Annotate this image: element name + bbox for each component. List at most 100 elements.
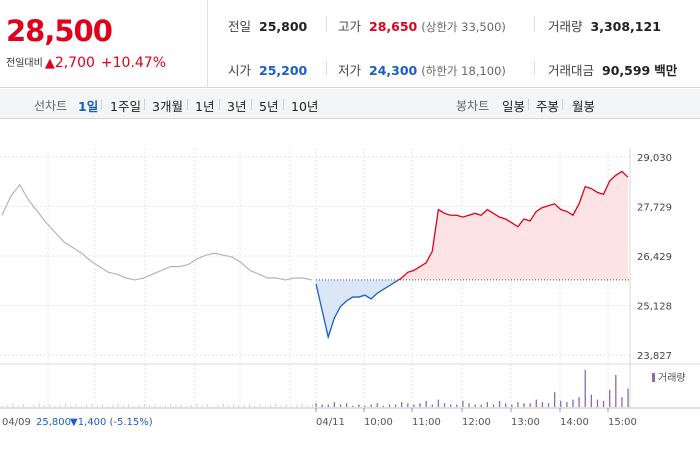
volume-bar [535, 399, 537, 407]
y-axis-ticks: 29,030 27,729 26,429 25,128 23,827 [637, 153, 672, 362]
volume-bar [370, 404, 372, 407]
price-chart: 29,030 27,729 26,429 25,128 23,827 04/11 10:0… [0, 120, 700, 450]
x-tick-label: 15:00 [608, 417, 637, 428]
x-axis-ticks: 04/11 10:00 11:00 12:00 13:00 14:00 15:00 [315, 408, 637, 428]
prev-volume-bar [96, 405, 98, 407]
period-10year[interactable]: 10년 [291, 99, 319, 114]
price-change: 전일대비 ▲2,700 +10.47% [6, 54, 166, 71]
prev-volume-bar [75, 404, 77, 407]
volume-bar [498, 400, 501, 407]
x-tick-label: 10:00 [364, 417, 393, 428]
diff-label: 전일대비 [6, 58, 43, 69]
volume-bar [486, 402, 488, 407]
period-1year[interactable]: 1년 [195, 99, 215, 114]
volume-bar [352, 405, 354, 407]
prev-volume-bar [122, 405, 124, 407]
volume-bar [413, 404, 415, 407]
high-price: 고가 28,650 (상한가 33,500) [338, 19, 506, 34]
x-tick-label: 11:00 [412, 417, 441, 428]
divider [534, 17, 535, 31]
prev-day-info: 04/09 25,800 ▼1,400 (-5.15%) [2, 417, 153, 428]
prev-volume-bar [222, 403, 224, 407]
prev-volume-bar [290, 406, 292, 407]
prev-volume-bar [243, 404, 245, 407]
prev-volume-bar [80, 406, 82, 407]
volume-bar [425, 400, 427, 407]
prev-volume-bar [280, 405, 282, 407]
divider [219, 99, 220, 110]
prev-volume-bar [306, 405, 308, 407]
volume-bar [474, 404, 476, 407]
prev-volume-bar [107, 406, 109, 407]
y-tick-label: 27,729 [637, 203, 672, 214]
volume-bar [480, 404, 482, 407]
volume-bar [345, 403, 348, 407]
volume-bar [315, 403, 317, 407]
low-price: 저가 24,300 (하한가 18,100) [338, 63, 506, 78]
prev-volume-bar [212, 406, 214, 407]
volume-bar [358, 404, 360, 407]
prev-volume-bar [117, 403, 119, 407]
period-3month[interactable]: 3개월 [152, 99, 183, 114]
volume-bar [621, 397, 623, 407]
candle-daily[interactable]: 일봉 [502, 99, 526, 114]
divider [562, 99, 563, 110]
diff-value: 2,700 [54, 55, 95, 71]
volume-bar [584, 370, 586, 407]
volume-bar [547, 403, 550, 407]
divider [251, 99, 252, 110]
divider [187, 99, 188, 110]
volume-bars [2, 370, 629, 407]
prev-volume-bar [227, 405, 229, 407]
divider [101, 99, 102, 110]
line-chart-label: 선차트 [34, 99, 68, 113]
down-fill-area [316, 279, 399, 337]
volume-bar [590, 394, 592, 407]
prev-volume-bar [143, 403, 145, 407]
prev-volume-bar [7, 404, 9, 407]
prev-volume-bar [154, 404, 156, 407]
prev-volume-bar [312, 404, 313, 407]
x-tick-label: 12:00 [462, 417, 491, 428]
volume-bar [541, 402, 544, 407]
candle-weekly[interactable]: 주봉 [536, 99, 560, 114]
period-5year[interactable]: 5년 [259, 99, 279, 114]
prev-volume-bar [12, 403, 14, 407]
prev-volume-bar [70, 405, 72, 407]
y-tick-label: 29,030 [637, 153, 672, 164]
x-tick-label: 14:00 [560, 417, 589, 428]
prev-volume-bar [54, 406, 56, 407]
prev-day-line [1, 183, 313, 281]
volume-bar [462, 400, 464, 407]
up-fill-area [398, 171, 628, 280]
prev-volume-bar [38, 403, 40, 407]
y-tick-label: 25,128 [637, 302, 672, 313]
prev-volume-bar [17, 405, 19, 407]
volume-bar [321, 404, 323, 407]
divider [326, 61, 327, 75]
prev-volume-bar [175, 405, 177, 407]
volume-bar [566, 402, 568, 407]
prev-volume-bar [170, 403, 172, 407]
prev-day-change: ▼1,400 (-5.15%) [70, 417, 153, 428]
prev-volume-bar [301, 403, 303, 407]
volume-bar [517, 402, 519, 407]
prev-volume-bar [238, 406, 240, 407]
period-1day[interactable]: 1일 [78, 99, 99, 114]
period-3year[interactable]: 3년 [227, 99, 247, 114]
volume-bar [327, 404, 329, 407]
candle-monthly[interactable]: 월봉 [572, 99, 596, 114]
period-1week[interactable]: 1주일 [110, 99, 141, 114]
volume-bar [407, 403, 409, 407]
prev-volume-bar [185, 406, 187, 407]
prev-volume-bar [296, 404, 298, 407]
volume-bar [529, 403, 531, 407]
volume-bar [364, 405, 366, 407]
prev-volume-bar [2, 406, 3, 407]
prev-volume-bar [233, 404, 235, 407]
volume-legend: 거래량 [652, 372, 686, 384]
x-tick-label: 13:00 [511, 417, 540, 428]
prev-volume-bar [217, 404, 219, 407]
prev-volume-bar [138, 404, 140, 407]
prev-volume-bar [159, 406, 161, 407]
